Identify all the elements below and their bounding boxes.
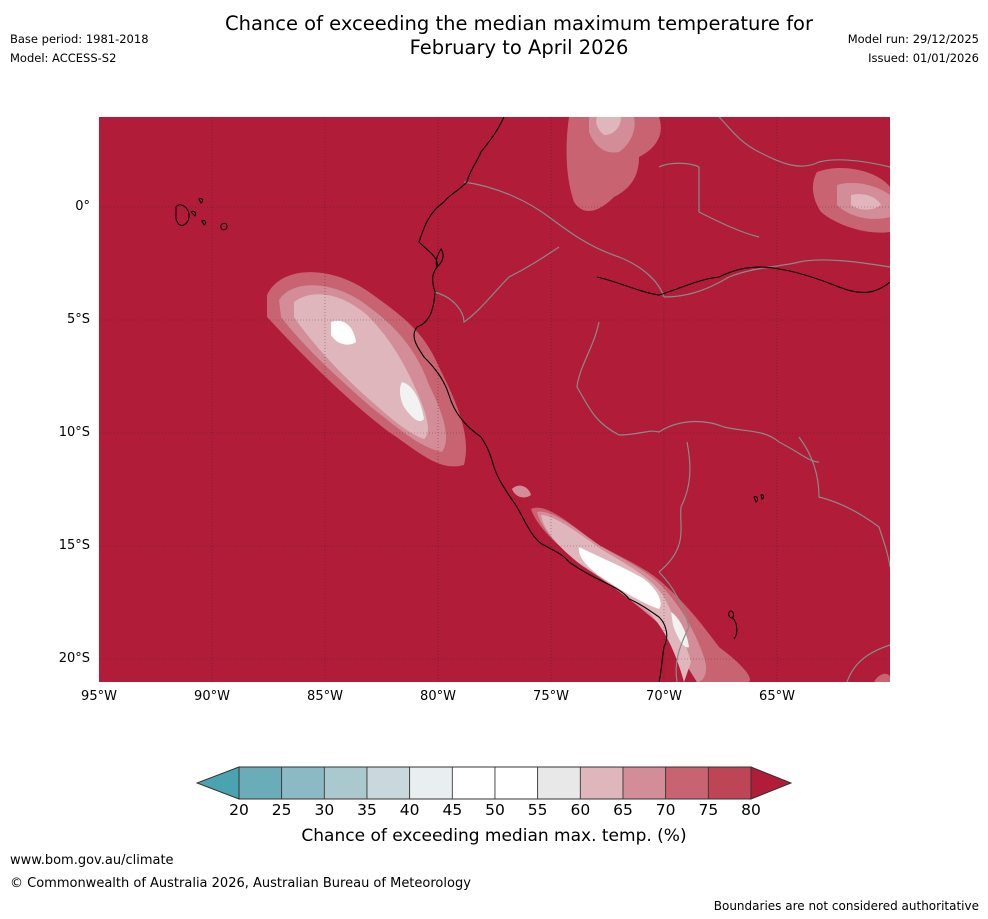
colorbar-bin: [323, 766, 368, 800]
colorbar-bin: [238, 766, 283, 800]
lon-label-80w: 80°W: [420, 689, 456, 704]
lat-label-0: 0°: [75, 199, 90, 214]
meta-right: Model run: 29/12/2025 Issued: 01/01/2026: [848, 30, 979, 68]
map-background: [99, 117, 890, 682]
colorbar-bin: [281, 766, 325, 800]
colorbar-tick-label: 20: [229, 801, 249, 819]
colorbar-tick-label: 55: [527, 801, 548, 819]
footer-copyright: © Commonwealth of Australia 2026, Austra…: [10, 876, 471, 891]
colorbar-tick-label: 60: [570, 801, 591, 819]
colorbar-bin: [409, 766, 453, 800]
country-boundaries: [433, 117, 890, 682]
colorbar-bin: [665, 766, 709, 800]
colorbar-tick-label: 70: [655, 801, 676, 819]
lat-label-20s: 20°S: [58, 651, 90, 666]
colorbar-bin: [707, 766, 752, 800]
coastlines: [413, 117, 890, 682]
andean-plume: [512, 485, 750, 682]
meta-left: Base period: 1981-2018 Model: ACCESS-S2: [10, 30, 149, 68]
colorbar-tick-label: 65: [613, 801, 633, 819]
colorbar-bin: [366, 766, 411, 800]
colorbar-high-arrow: [750, 766, 793, 800]
lon-label-65w: 65°W: [759, 689, 795, 704]
lon-label-95w: 95°W: [81, 689, 117, 704]
lon-label-70w: 70°W: [646, 689, 682, 704]
model-run: Model run: 29/12/2025: [847, 32, 979, 46]
colorbar-tick-label: 50: [485, 801, 505, 819]
colorbar-bin: [579, 766, 624, 800]
colorbar-bin: [622, 766, 667, 800]
colorbar-tick-label: 45: [442, 801, 463, 819]
colorbar-tick-label: 30: [314, 801, 335, 819]
colorbar-bin: [537, 766, 581, 800]
model-name: Model: ACCESS-S2: [10, 51, 117, 65]
forecast-map: [99, 117, 890, 682]
lon-label-85w: 85°W: [307, 689, 343, 704]
lat-label-5s: 5°S: [66, 312, 90, 327]
lat-label-15s: 15°S: [58, 538, 90, 553]
colorbar-tick-label: 25: [271, 801, 292, 819]
title-line-1: Chance of exceeding the median maximum t…: [224, 12, 814, 35]
islands: [175, 198, 765, 640]
colorbar-tick-label: 40: [399, 801, 420, 819]
colorbar-bin: [494, 766, 539, 800]
colorbar: [196, 766, 793, 800]
title-line-2: February to April 2026: [409, 36, 629, 59]
graticule: [99, 117, 890, 682]
colorbar-bin: [451, 766, 496, 800]
footer-website: www.bom.gov.au/climate: [10, 853, 174, 868]
offshore-plume: [267, 272, 467, 467]
colorbar-title: Chance of exceeding median max. temp. (%…: [301, 826, 687, 846]
colorbar-low-arrow: [196, 766, 240, 800]
lon-label-90w: 90°W: [194, 689, 230, 704]
colorbar-tick-label: 80: [741, 801, 761, 819]
boundaries-note: Boundaries are not considered authoritat…: [713, 899, 979, 913]
colorbar-tick-label: 75: [698, 801, 719, 819]
issued-date: Issued: 01/01/2026: [868, 51, 979, 65]
map-title: Chance of exceeding the median maximum t…: [0, 12, 988, 60]
colorbar-tick-label: 35: [357, 801, 377, 819]
base-period: Base period: 1981-2018: [10, 32, 149, 46]
colorbar-frame: [238, 766, 752, 800]
lon-label-75w: 75°W: [533, 689, 569, 704]
colorbar-bins: [238, 766, 752, 800]
lat-label-10s: 10°S: [58, 425, 90, 440]
northern-patches: [566, 117, 890, 682]
